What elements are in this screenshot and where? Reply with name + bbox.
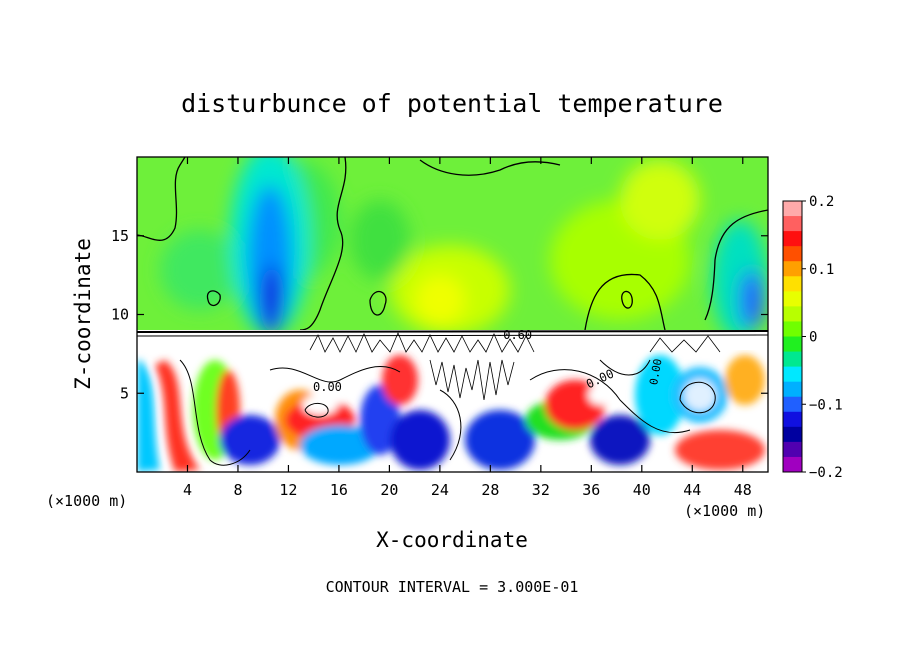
x-tick-label: 8 — [233, 481, 242, 499]
contour-label: -0.60 — [496, 328, 532, 342]
colorbar-tick-label: 0 — [809, 330, 817, 346]
x-tick-label: 32 — [532, 481, 550, 499]
colorbar-swatch — [783, 336, 802, 353]
contour-label: 0.00 — [647, 358, 664, 386]
plot-area: -0.60 0.00 0.00 0.00 — [137, 157, 768, 472]
chart-title: disturbunce of potential temperature — [181, 89, 723, 118]
colorbar-swatch — [783, 366, 802, 383]
x-tick-label: 4 — [183, 481, 192, 499]
colorbar-swatch — [783, 321, 802, 337]
contour-label: 0.00 — [313, 380, 342, 394]
colorbar: 0.2 0.1 0 −0.1 −0.2 — [782, 194, 843, 481]
y-axis-label: Z-coordinate — [71, 238, 95, 390]
colorbar-swatch — [783, 231, 802, 247]
y-tick-label: 10 — [111, 306, 129, 324]
colorbar-tick-label: −0.2 — [809, 465, 843, 481]
x-tick-label: 12 — [279, 481, 297, 499]
x-tick-label: 36 — [582, 481, 600, 499]
colorbar-swatch — [783, 411, 802, 428]
x-tick-label: 20 — [380, 481, 398, 499]
x-tick-label: 40 — [633, 481, 651, 499]
colorbar-swatch — [783, 396, 802, 413]
x-tick-label: 28 — [481, 481, 499, 499]
colorbar-tick-label: 0.1 — [809, 262, 834, 278]
colorbar-swatch — [783, 381, 802, 398]
colorbar-tick-label: −0.1 — [809, 397, 843, 413]
contour-interval-note: CONTOUR INTERVAL = 3.000E-01 — [326, 578, 579, 596]
colorbar-swatch — [783, 426, 802, 443]
colorbar-swatch — [783, 216, 802, 232]
y-tick-label: 5 — [120, 384, 129, 402]
colorbar-swatch — [783, 306, 802, 322]
colorbar-swatch — [783, 261, 802, 277]
x-unit-label: (×1000 m) — [46, 492, 127, 510]
x-tick-label: 16 — [330, 481, 348, 499]
colorbar-swatch — [783, 456, 802, 473]
colorbar-swatch — [783, 201, 802, 217]
colorbar-swatch — [783, 441, 802, 458]
colorbar-swatch — [783, 276, 802, 292]
y-tick-label: 15 — [111, 227, 129, 245]
colorbar-swatch — [783, 291, 802, 307]
x-axis-label: X-coordinate — [376, 528, 528, 552]
x-tick-label: 48 — [734, 481, 752, 499]
colorbar-swatch — [783, 246, 802, 262]
x-tick-label: 44 — [683, 481, 701, 499]
colorbar-tick-label: 0.2 — [809, 194, 834, 210]
x-tick-label: 24 — [431, 481, 449, 499]
x-unit-label-right: (×1000 m) — [684, 502, 765, 520]
colorbar-swatch — [783, 351, 802, 368]
